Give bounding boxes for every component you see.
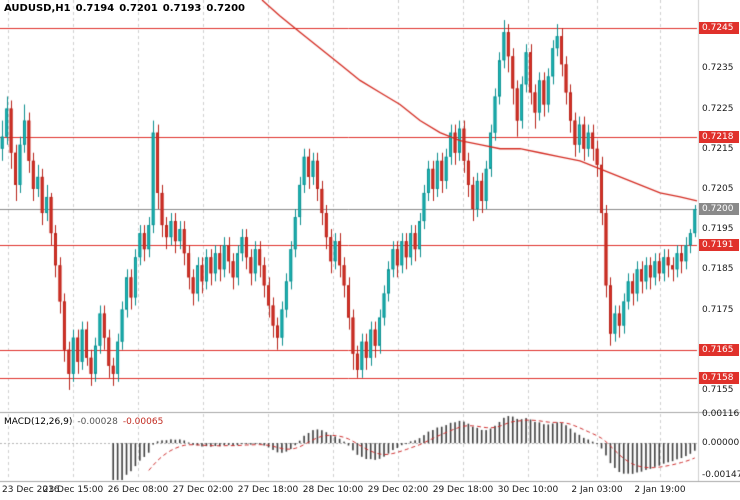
price-axis-label: 0.7155 <box>702 384 734 395</box>
price-level-flag: 0.7191 <box>699 239 739 252</box>
macd-indicator-header: MACD(12,26,9) -0.00028 -0.00065 <box>4 417 168 427</box>
time-axis-label: 2 Jan 19:00 <box>634 485 686 495</box>
price-level-flag: 0.7158 <box>699 371 739 384</box>
price-axis-label: 0.7195 <box>702 224 734 235</box>
current-price-flag: 0.7200 <box>699 203 739 216</box>
time-axis-label: 27 Dec 18:00 <box>237 485 299 495</box>
price-axis-label: 0.7215 <box>702 143 734 154</box>
macd-axis-label: 0.00116 <box>702 409 740 419</box>
time-axis-label: 23 Dec 15:00 <box>42 485 104 495</box>
time-axis-label: 29 Dec 18:00 <box>432 485 494 495</box>
quote-high: 0.7201 <box>119 3 158 14</box>
quote-open: 0.7194 <box>75 3 115 14</box>
price-axis-label: 0.7225 <box>702 103 734 114</box>
time-axis-label: 28 Dec 10:00 <box>302 485 364 495</box>
price-axis-label: 0.7175 <box>702 304 734 315</box>
quote-low: 0.7193 <box>162 3 202 14</box>
time-axis-label: 26 Dec 08:00 <box>107 485 169 495</box>
price-axis-label: 0.7235 <box>702 63 734 74</box>
macd-axis-label: -0.00147 <box>702 470 740 480</box>
price-axis-label: 0.7205 <box>702 183 734 194</box>
price-level-flag: 0.7245 <box>699 22 739 35</box>
symbol-timeframe: AUDUSD,H1 <box>4 3 71 14</box>
price-axis-label: 0.7185 <box>702 264 734 275</box>
time-axis-label: 23 Dec 2016 <box>2 485 60 495</box>
time-axis-label: 27 Dec 02:00 <box>172 485 234 495</box>
time-axis-label: 30 Dec 10:00 <box>497 485 559 495</box>
indicator-signal-value: -0.00065 <box>122 417 164 427</box>
indicator-name: MACD(12,26,9) <box>4 417 73 427</box>
indicator-macd-value: -0.00028 <box>77 417 118 427</box>
time-axis-label: 2 Jan 03:00 <box>571 485 623 495</box>
time-axis-label: 29 Dec 02:00 <box>367 485 429 495</box>
price-level-flag: 0.7218 <box>699 130 739 143</box>
quote-header: AUDUSD,H1 0.7194 0.7201 0.7193 0.7200 <box>4 3 250 14</box>
quote-close: 0.7200 <box>206 3 245 14</box>
macd-axis-label: 0.00000 <box>702 438 740 449</box>
price-level-flag: 0.7165 <box>699 343 739 356</box>
